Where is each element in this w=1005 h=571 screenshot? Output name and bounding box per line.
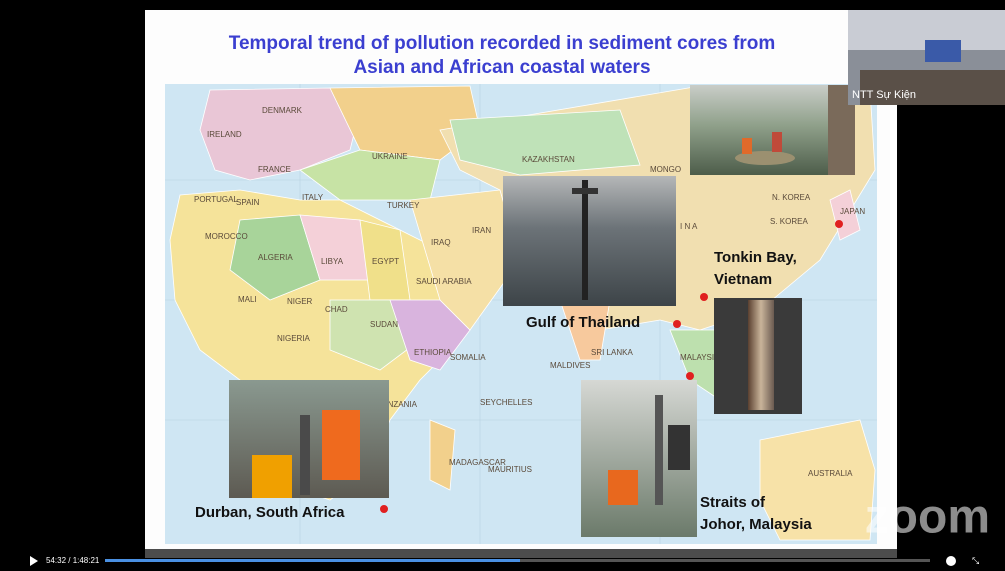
map-label: CHAD — [325, 305, 348, 314]
time-display: 54:32 / 1:48:21 — [46, 556, 100, 565]
map-label: NIGERIA — [277, 334, 311, 343]
site-label: Gulf of Thailand — [526, 314, 640, 331]
map-label: LIBYA — [321, 257, 344, 266]
player-canvas: DENMARK IRELAND FRANCE SPAINPORTUGAL UKRAINE… — [0, 0, 1005, 571]
map-label: AUSTRALIA — [808, 469, 853, 478]
progress-played — [105, 559, 520, 562]
map-label: IRAQ — [431, 238, 451, 247]
map-label: MOROCCO — [205, 232, 248, 241]
map-label: PORTUGAL — [194, 195, 238, 204]
map-label: I N A — [680, 222, 698, 231]
map-label: SUDAN — [370, 320, 398, 329]
map-label: S. KOREA — [770, 217, 808, 226]
map-label: MAURITIUS — [488, 465, 532, 474]
map-label: MALI — [238, 295, 257, 304]
site-label: Straits of — [700, 494, 766, 511]
map-label: UKRAINE — [372, 152, 408, 161]
map-label: SOMALIA — [450, 353, 486, 362]
participant-screen — [925, 40, 961, 62]
zoom-watermark: zoom — [865, 491, 990, 544]
map-label: FRANCE — [258, 165, 291, 174]
site-label: Vietnam — [714, 271, 772, 288]
map-label: KAZAKHSTAN — [522, 155, 575, 164]
map-label: IRELAND — [207, 130, 242, 139]
map-label: SRI LANKA — [591, 348, 633, 357]
map-label: TURKEY — [387, 201, 420, 210]
site-label: Tonkin Bay, — [714, 249, 797, 266]
site-label: Durban, South Africa — [195, 504, 345, 521]
map-label: NIGER — [287, 297, 313, 306]
site-label: Johor, Malaysia — [700, 516, 812, 533]
map-label: SAUDI ARABIA — [416, 277, 472, 286]
title-line: Temporal trend of pollution recorded in … — [229, 33, 776, 54]
map-label: DENMARK — [262, 106, 303, 115]
map-label: N. KOREA — [772, 193, 811, 202]
map-label: SEYCHELLES — [480, 398, 532, 407]
map-label: IRAN — [472, 226, 491, 235]
map-label: EGYPT — [372, 257, 399, 266]
map-label: ITALY — [302, 193, 324, 202]
video-player: DENMARK IRELAND FRANCE SPAINPORTUGAL UKRAINE… — [0, 0, 1005, 571]
participant-name: NTT Sự Kiện — [852, 89, 916, 101]
map-label: JAPAN — [840, 207, 865, 216]
map-label: ALGERIA — [258, 253, 293, 262]
map-label: SPAIN — [236, 198, 260, 207]
settings-button[interactable] — [946, 556, 956, 566]
title-line: Asian and African coastal waters — [353, 57, 650, 78]
fullscreen-button[interactable]: ⤡ — [972, 555, 979, 565]
map-label: MALDIVES — [550, 361, 590, 370]
map-label: ETHIOPIA — [414, 348, 452, 357]
map-label: MONGO — [650, 165, 681, 174]
